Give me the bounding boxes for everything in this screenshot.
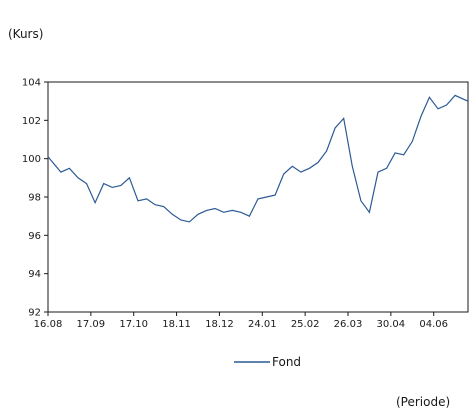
x-tick-label: 16.08 xyxy=(34,319,63,330)
legend-label: Fond xyxy=(272,355,301,369)
x-tick-label: 17.09 xyxy=(77,319,106,330)
x-tick-label: 04.06 xyxy=(419,319,448,330)
y-unit-label: (Kurs) xyxy=(8,27,43,41)
x-unit-label: (Periode) xyxy=(396,395,450,409)
y-tick-label: 96 xyxy=(28,231,41,242)
x-tick-label: 18.11 xyxy=(162,319,191,330)
legend: Fond xyxy=(234,355,301,369)
x-tick-label: 25.02 xyxy=(291,319,320,330)
x-tick-label: 24.01 xyxy=(248,319,277,330)
y-axis-ticks: 92 94 96 98 100 102 104 xyxy=(22,78,48,319)
x-tick-label: 30.04 xyxy=(377,319,406,330)
x-tick-label: 17.10 xyxy=(119,319,148,330)
y-tick-label: 104 xyxy=(22,78,41,89)
y-tick-label: 98 xyxy=(28,193,41,204)
x-tick-label: 18.12 xyxy=(205,319,234,330)
series-line-fond xyxy=(47,94,469,223)
y-tick-label: 94 xyxy=(28,269,41,280)
plot-area xyxy=(47,81,469,313)
y-tick-label: 102 xyxy=(22,116,41,127)
x-axis-ticks: 16.08 17.09 17.10 18.11 18.12 24.01 25.02 26.03… xyxy=(34,312,448,330)
y-tick-label: 100 xyxy=(22,154,41,165)
x-tick-label: 26.03 xyxy=(334,319,363,330)
y-tick-label: 92 xyxy=(28,308,41,319)
